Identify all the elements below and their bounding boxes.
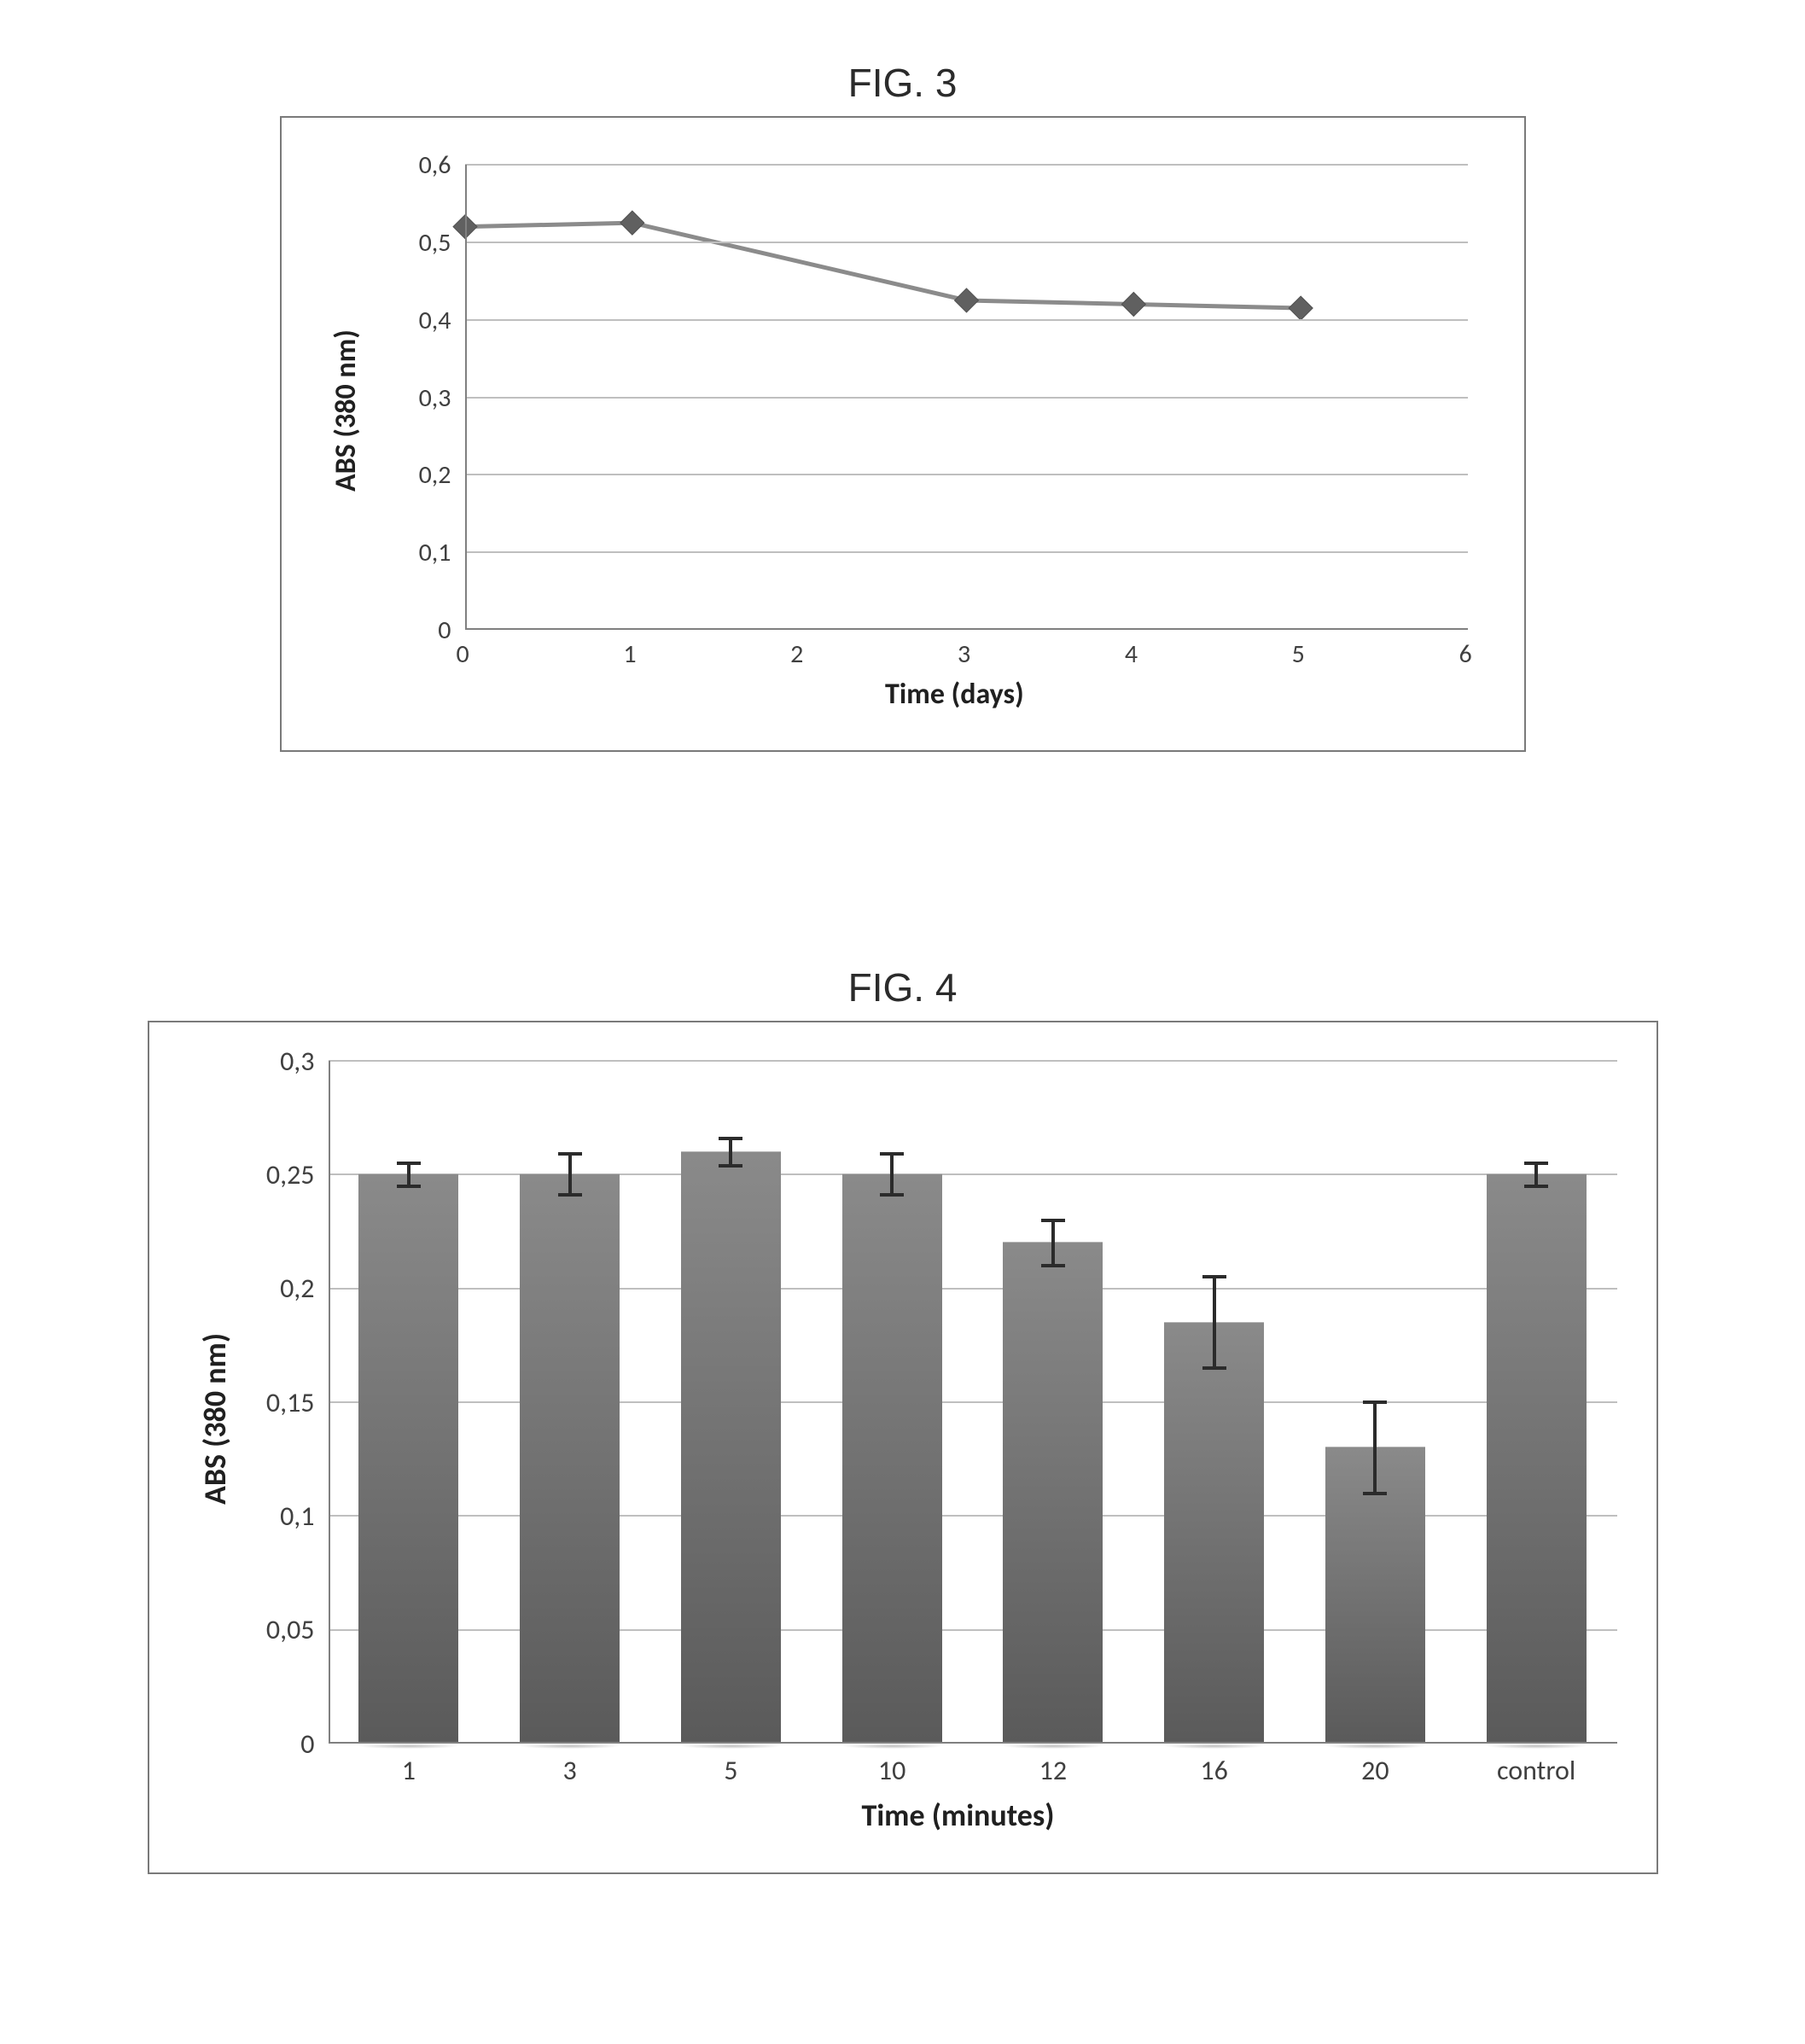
- figure-4-bar-body: [1003, 1242, 1103, 1744]
- figure-4-y-tick-label: 0,15: [266, 1386, 315, 1419]
- figure-4-title: FIG. 4: [148, 964, 1658, 1010]
- figure-3-y-axis-label: ABS (380 nm): [329, 329, 364, 492]
- figure-3-data-marker: [1289, 296, 1313, 320]
- figure-4-y-axis-label: ABS (380 nm): [196, 1333, 234, 1505]
- figure-4-bar-body: [520, 1173, 620, 1744]
- figure-3-x-tick-label: 6: [1459, 638, 1472, 670]
- figure-4-error-bar: [1213, 1277, 1216, 1368]
- figure-4-error-bar: [407, 1163, 410, 1186]
- figure-4-bar-body: [1164, 1322, 1264, 1744]
- figure-4-error-cap-bottom: [1524, 1185, 1548, 1188]
- figure-4-x-tick-label: control: [1456, 1754, 1617, 1787]
- figure-4-error-bar: [1051, 1220, 1055, 1266]
- figure-3-plot-area: [465, 165, 1468, 630]
- figure-4-bar-shadow: [680, 1744, 782, 1749]
- figure-4-x-axis: [329, 1742, 1617, 1744]
- figure-4-plot-area: [329, 1061, 1617, 1744]
- figure-4-y-tick-label: 0,1: [280, 1500, 314, 1533]
- figure-3-gridline: [465, 397, 1468, 399]
- figure-4-y-tick-label: 0: [300, 1727, 314, 1761]
- figure-4-bar-shadow: [841, 1744, 943, 1749]
- page: FIG. 3 ABS (380 nm) Time (days) 0 0,1 0,2 0…: [0, 0, 1805, 2044]
- figure-3-x-tick-label: 2: [790, 638, 803, 670]
- figure-4-error-cap-top: [558, 1152, 582, 1156]
- figure-4-error-cap-bottom: [1041, 1264, 1065, 1267]
- figure-4: FIG. 4 ABS (380 nm) Time (minutes) 0 0,05…: [148, 964, 1658, 1874]
- figure-4-error-cap-top: [1202, 1275, 1226, 1278]
- figure-3: FIG. 3 ABS (380 nm) Time (days) 0 0,1 0,2 0…: [280, 60, 1526, 752]
- figure-4-error-bar: [568, 1154, 572, 1195]
- figure-4-error-cap-top: [1041, 1219, 1065, 1222]
- figure-3-y-tick-label: 0: [438, 614, 451, 646]
- figure-3-y-tick-label: 0,3: [419, 382, 451, 414]
- figure-3-gridline: [465, 319, 1468, 321]
- figure-4-bar-body: [681, 1151, 781, 1744]
- figure-4-error-bar: [890, 1154, 894, 1195]
- figure-4-y-axis: [329, 1061, 330, 1744]
- figure-4-x-tick-label: 5: [650, 1754, 812, 1787]
- figure-3-x-axis: [465, 628, 1468, 630]
- figure-3-title: FIG. 3: [280, 60, 1526, 106]
- figure-4-error-bar: [1534, 1163, 1538, 1186]
- figure-4-bar-shadow: [1002, 1744, 1103, 1749]
- figure-3-y-tick-label: 0,2: [419, 459, 451, 491]
- figure-4-x-tick-label: 12: [973, 1754, 1134, 1787]
- figure-4-frame: ABS (380 nm) Time (minutes) 0 0,05 0,1 0,15…: [148, 1021, 1658, 1874]
- figure-4-error-cap-bottom: [880, 1193, 904, 1197]
- figure-3-data-marker: [954, 288, 978, 312]
- figure-3-gridline: [465, 551, 1468, 553]
- figure-4-error-cap-bottom: [1202, 1366, 1226, 1370]
- figure-4-error-cap-bottom: [558, 1193, 582, 1197]
- figure-4-bar-shadow: [1163, 1744, 1265, 1749]
- figure-4-y-tick-label: 0,2: [280, 1272, 314, 1305]
- figure-3-gridline: [465, 474, 1468, 475]
- figure-3-x-tick-label: 5: [1292, 638, 1305, 670]
- figure-4-x-tick-label: 1: [329, 1754, 490, 1787]
- figure-3-x-tick-label: 3: [958, 638, 970, 670]
- figure-4-y-tick-label: 0,25: [266, 1158, 315, 1191]
- figure-3-y-axis: [465, 165, 467, 630]
- figure-4-error-cap-bottom: [397, 1185, 421, 1188]
- figure-3-x-axis-label: Time (days): [885, 677, 1024, 712]
- figure-3-series-line: [465, 223, 1301, 308]
- figure-4-error-cap-top: [1363, 1401, 1387, 1404]
- figure-4-bar-body: [842, 1173, 942, 1744]
- figure-4-error-cap-top: [1524, 1162, 1548, 1165]
- figure-4-bar-shadow: [358, 1744, 459, 1749]
- figure-4-error-bar: [1373, 1402, 1377, 1494]
- figure-4-x-axis-label: Time (minutes): [862, 1797, 1055, 1834]
- figure-4-y-tick-label: 0,3: [280, 1045, 314, 1078]
- figure-4-bar-body: [358, 1173, 458, 1744]
- figure-3-y-tick-label: 0,1: [419, 537, 451, 568]
- figure-4-error-cap-bottom: [1363, 1492, 1387, 1495]
- figure-3-frame: ABS (380 nm) Time (days) 0 0,1 0,2 0,3 0,4 0,…: [280, 116, 1526, 752]
- figure-4-bar-shadow: [1325, 1744, 1426, 1749]
- figure-3-x-tick-label: 1: [623, 638, 636, 670]
- figure-4-bar: [1164, 1061, 1264, 1744]
- figure-4-error-cap-top: [719, 1137, 742, 1140]
- figure-3-gridline: [465, 242, 1468, 243]
- figure-3-data-marker: [620, 211, 643, 235]
- figure-4-x-tick-label: 10: [812, 1754, 973, 1787]
- figure-3-x-tick-label: 4: [1125, 638, 1138, 670]
- figure-4-error-cap-bottom: [719, 1164, 742, 1168]
- figure-3-y-tick-label: 0,5: [419, 227, 451, 259]
- figure-4-y-tick-label: 0,05: [266, 1613, 315, 1646]
- figure-3-y-tick-label: 0,6: [419, 149, 451, 181]
- figure-3-gridline: [465, 164, 1468, 166]
- figure-4-bar-shadow: [519, 1744, 620, 1749]
- figure-4-x-tick-label: 16: [1133, 1754, 1295, 1787]
- figure-4-bar-body: [1487, 1173, 1587, 1744]
- figure-4-x-tick-label: 20: [1295, 1754, 1456, 1787]
- figure-3-y-tick-label: 0,4: [419, 305, 451, 336]
- figure-4-bar: [1003, 1061, 1103, 1744]
- figure-4-error-bar: [729, 1138, 732, 1166]
- figure-4-error-cap-top: [397, 1162, 421, 1165]
- figure-4-bar-shadow: [1486, 1744, 1587, 1749]
- figure-3-data-marker: [1121, 293, 1145, 317]
- figure-4-error-cap-top: [880, 1152, 904, 1156]
- figure-3-x-tick-label: 0: [457, 638, 469, 670]
- figure-4-x-tick-label: 3: [489, 1754, 650, 1787]
